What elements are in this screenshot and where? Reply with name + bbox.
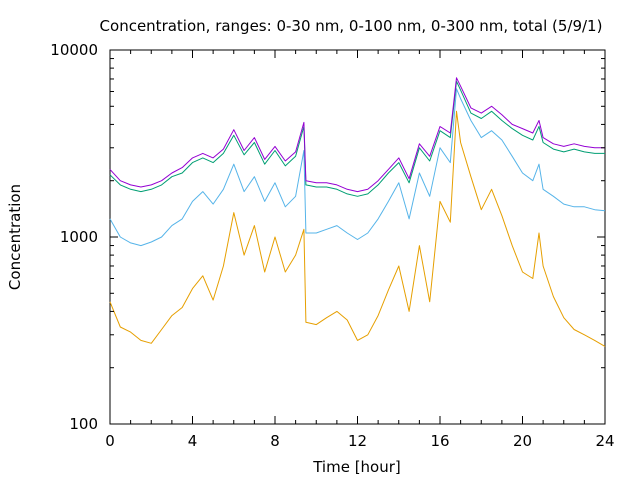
y-tick-label: 100 xyxy=(69,415,98,433)
plot-frame xyxy=(109,49,606,425)
x-tick-label: 4 xyxy=(188,432,198,450)
x-axis-title: Time [hour] xyxy=(312,458,401,476)
series-line-2 xyxy=(109,88,606,247)
ticks-layer: 0 4 8 12 16 20 24 100 1000 10000 xyxy=(50,41,614,450)
series-layer xyxy=(109,77,606,347)
x-tick-label: 0 xyxy=(105,432,115,450)
x-tick-label: 20 xyxy=(513,432,532,450)
x-tick-label: 12 xyxy=(348,432,367,450)
x-tick-label: 16 xyxy=(430,432,449,450)
series-line-4 xyxy=(109,77,605,193)
y-axis-title: Concentration xyxy=(6,184,24,290)
y-tick-label: 10000 xyxy=(50,41,98,59)
x-tick-label: 24 xyxy=(595,432,614,450)
series-line-1 xyxy=(109,110,606,347)
chart-title: Concentration, ranges: 0-30 nm, 0-100 nm… xyxy=(100,17,603,35)
series-line-3 xyxy=(109,80,605,197)
y-tick-label: 1000 xyxy=(60,228,98,246)
x-tick-label: 8 xyxy=(270,432,280,450)
